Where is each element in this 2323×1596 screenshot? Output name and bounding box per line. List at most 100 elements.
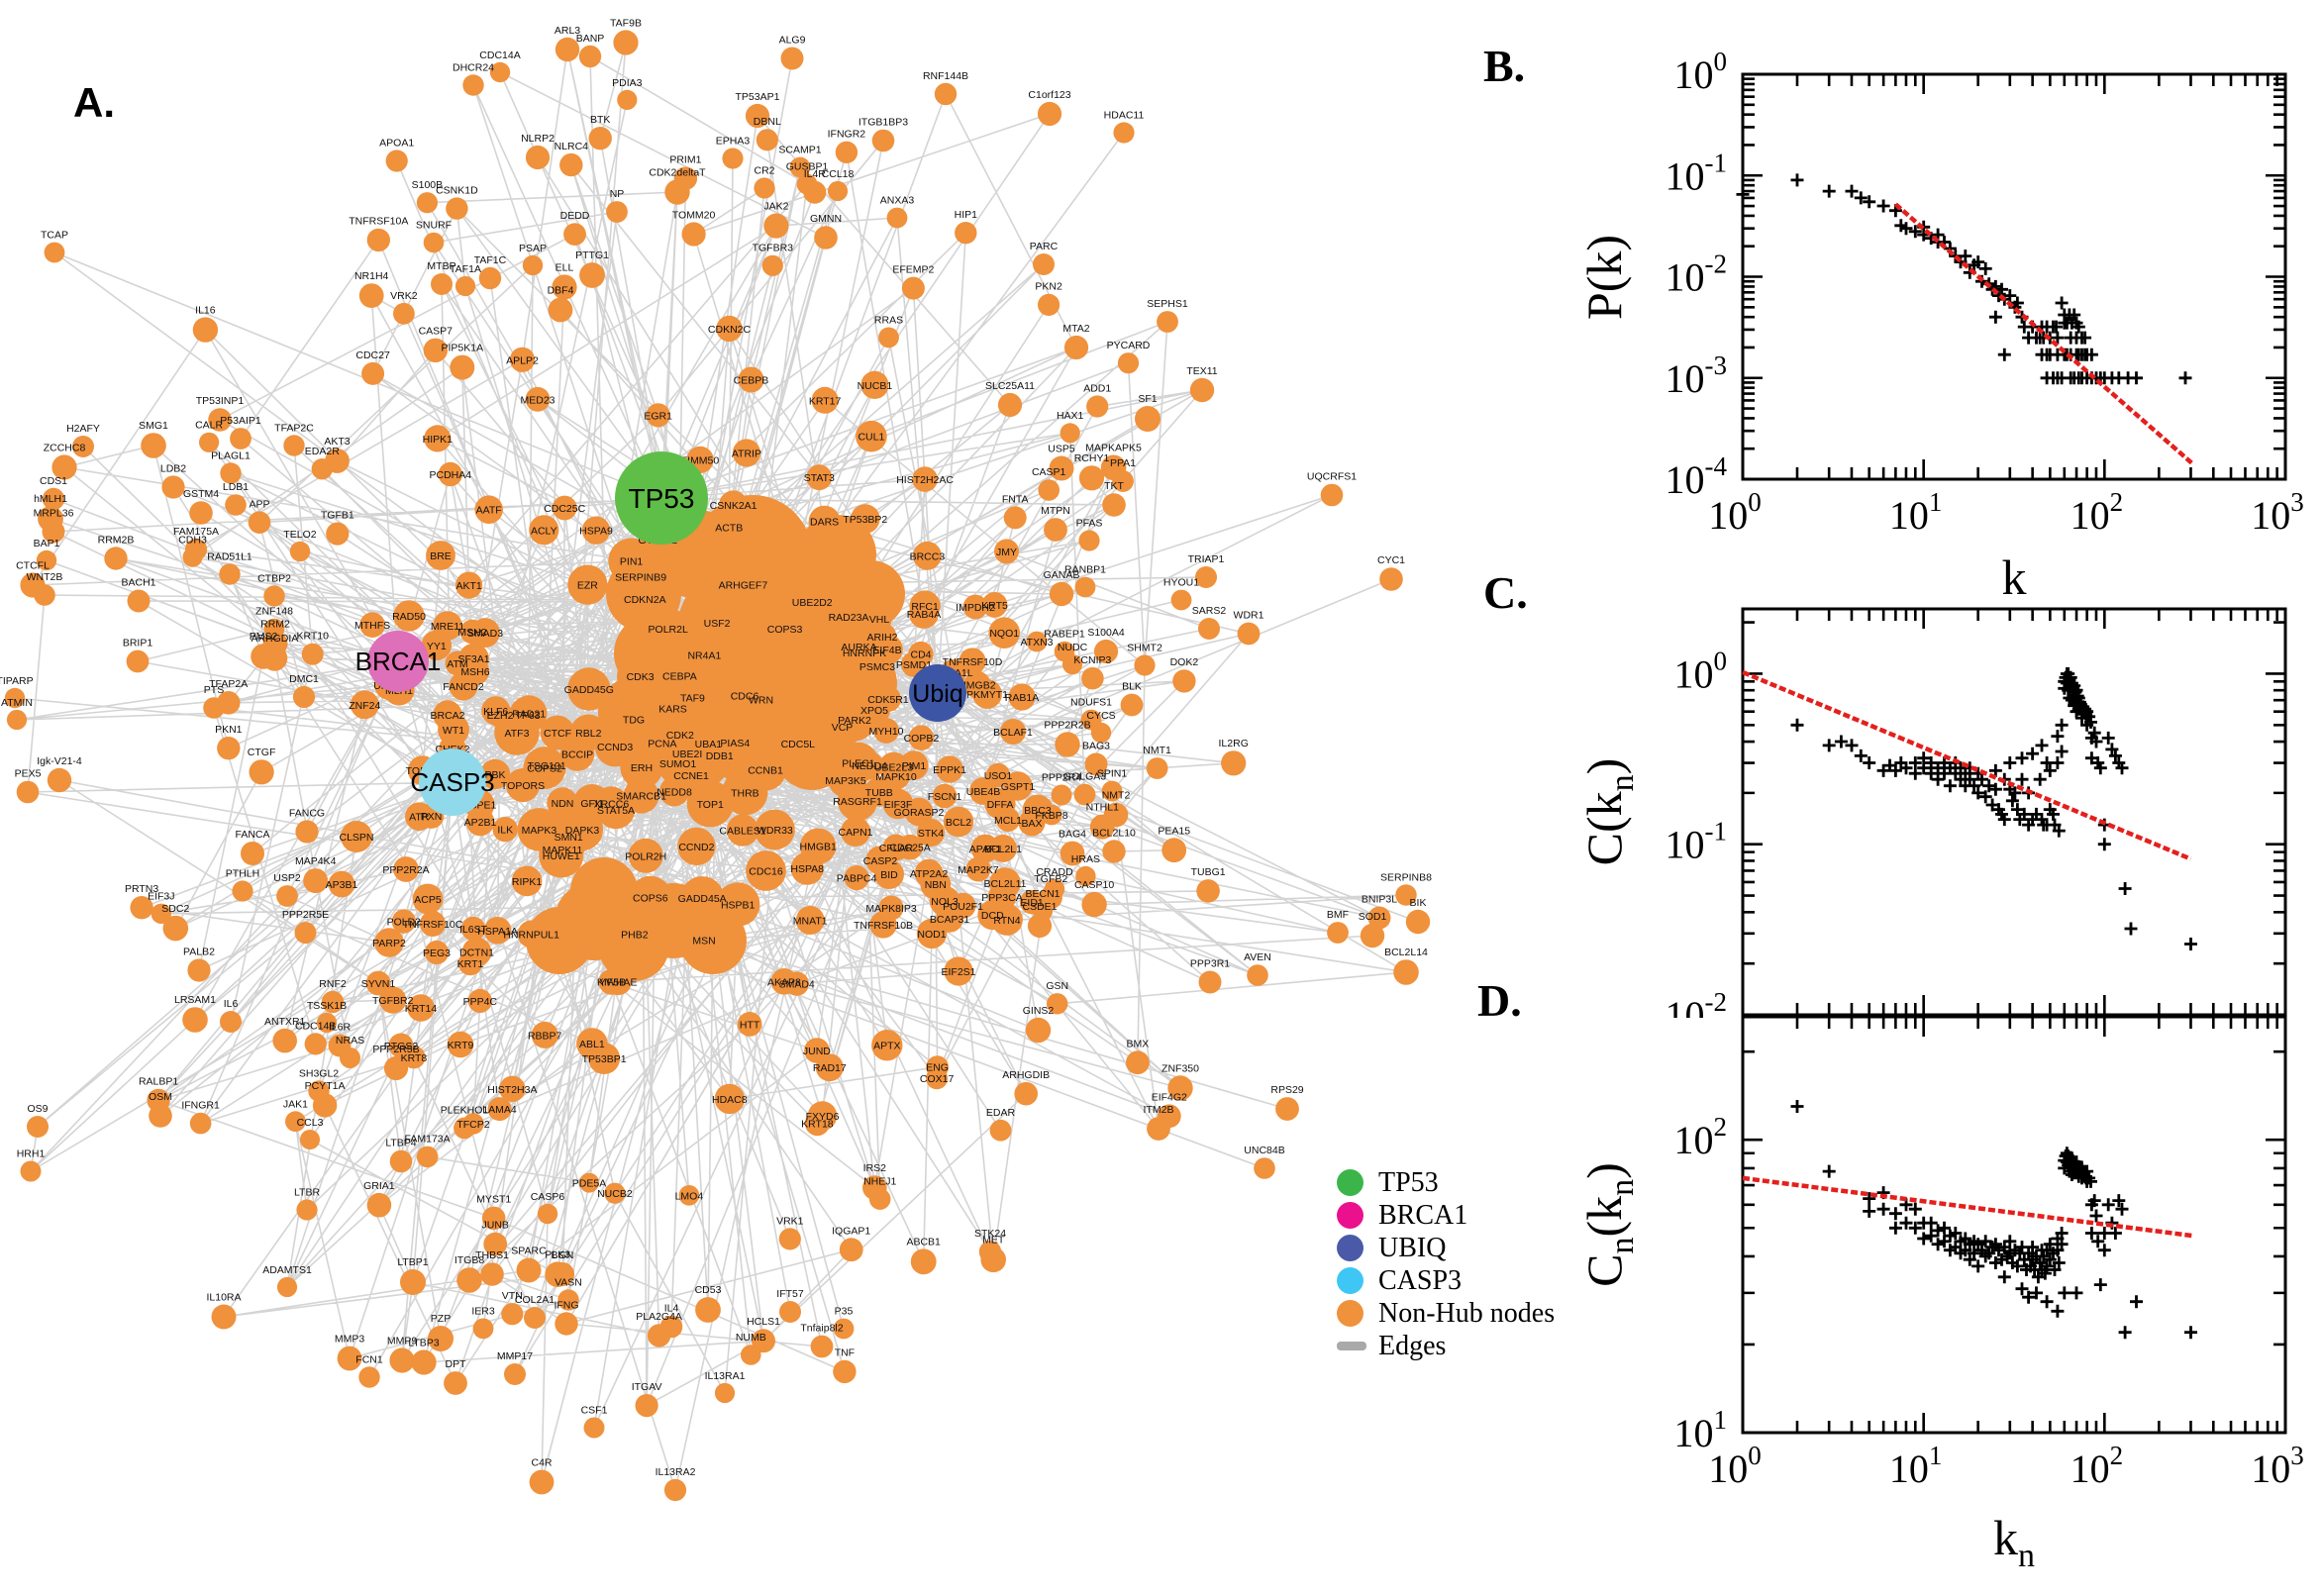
network-node bbox=[296, 1199, 318, 1221]
network-node-label: TOMM20 bbox=[672, 209, 716, 221]
legend-item-label: UBIQ bbox=[1378, 1232, 1447, 1263]
network-node bbox=[1033, 253, 1055, 275]
network-node bbox=[1237, 622, 1261, 646]
network-node-label: PBK bbox=[484, 769, 505, 781]
network-node-label: NBN bbox=[925, 879, 947, 891]
network-node bbox=[423, 338, 448, 362]
network-node-label: CDC16 bbox=[749, 866, 783, 878]
network-node-label: RFC1 bbox=[911, 601, 939, 613]
network-node-label: BAX bbox=[1021, 818, 1042, 830]
network-node bbox=[104, 547, 128, 570]
network-node bbox=[1135, 406, 1161, 432]
network-node bbox=[379, 986, 407, 1014]
network-node-label: IFNGR2 bbox=[828, 129, 866, 141]
network-node-label: TUBG1 bbox=[1191, 866, 1226, 878]
network-node bbox=[860, 370, 889, 399]
network-node bbox=[1147, 1117, 1170, 1141]
network-node bbox=[1189, 377, 1215, 403]
network-node-label: DOK2 bbox=[1170, 656, 1199, 668]
network-node-label: TAF9 bbox=[680, 692, 705, 704]
network-node-label: PKMYT1 bbox=[966, 689, 1008, 701]
network-node-label: USP2 bbox=[273, 872, 301, 884]
axis-tick-label: 103 bbox=[2251, 1441, 2304, 1491]
network-node-label: RBBP7 bbox=[528, 1030, 562, 1042]
network-node-label: TGFB1 bbox=[321, 510, 354, 522]
network-node bbox=[385, 150, 408, 172]
network-node-label: IL13RA2 bbox=[656, 1466, 696, 1478]
network-node bbox=[72, 436, 94, 457]
network-node-label: DBF4 bbox=[548, 285, 574, 297]
network-node bbox=[1038, 293, 1060, 316]
network-node bbox=[391, 909, 416, 934]
network-node-label: IRS2 bbox=[863, 1162, 887, 1174]
network-node-label: DHCR24 bbox=[453, 61, 494, 73]
network-node-label: CDH3 bbox=[178, 535, 207, 547]
network-node-label: BECN1 bbox=[1025, 888, 1060, 900]
network-node-label: KARS bbox=[658, 704, 687, 716]
network-node-label: RNF2 bbox=[319, 978, 347, 990]
network-node-label: MTPN bbox=[1041, 505, 1070, 517]
network-node bbox=[423, 232, 445, 253]
network-node bbox=[617, 89, 638, 110]
network-node-label: TSSK1B bbox=[307, 1000, 347, 1012]
network-node bbox=[628, 838, 663, 873]
axis-tick-label: 103 bbox=[2251, 487, 2304, 538]
network-node bbox=[808, 505, 841, 538]
network-node bbox=[695, 601, 739, 645]
network-node bbox=[1103, 802, 1129, 828]
network-node bbox=[509, 347, 536, 372]
network-node bbox=[550, 1261, 575, 1287]
network-node bbox=[752, 1329, 775, 1353]
axis-ticks bbox=[1741, 72, 2287, 481]
network-node-label: PPP3CA bbox=[981, 892, 1022, 904]
network-node bbox=[563, 223, 586, 247]
network-node bbox=[479, 758, 511, 790]
network-node-label: FXYD6 bbox=[806, 1111, 840, 1123]
network-node-label: CDKN2A bbox=[624, 594, 666, 606]
network-node bbox=[965, 856, 991, 882]
network-node bbox=[480, 1262, 504, 1286]
network-node-label: STAT3 bbox=[804, 472, 835, 484]
network-node-label: ZNF24 bbox=[349, 700, 380, 712]
network-node-label: MAP2K7 bbox=[958, 864, 999, 876]
network-node bbox=[407, 994, 435, 1022]
network-node bbox=[472, 1318, 494, 1340]
network-node-label: ATF3 bbox=[505, 728, 530, 740]
network-node-label: NEDD4 bbox=[852, 760, 887, 772]
network-node-label: TCAP bbox=[41, 230, 68, 242]
legend-node-swatch bbox=[1337, 1235, 1364, 1261]
network-node-label: ATP2A2 bbox=[910, 868, 948, 880]
axis-tick-label: 100 bbox=[1708, 487, 1762, 538]
network-node bbox=[34, 584, 55, 606]
network-node bbox=[248, 511, 271, 534]
network-node-label: VTN bbox=[502, 1290, 523, 1302]
network-node bbox=[984, 788, 1016, 820]
network-node bbox=[126, 649, 150, 673]
network-node-label: hMLH1 bbox=[34, 493, 67, 505]
network-node bbox=[272, 1028, 298, 1053]
network-node-label: WT1 bbox=[443, 725, 464, 737]
network-node-label: BCCIP bbox=[561, 749, 593, 761]
network-node-label: HSPA9 bbox=[579, 526, 613, 538]
network-node-label: MAPKAPK5 bbox=[1085, 443, 1142, 454]
network-node bbox=[955, 222, 977, 245]
axis-ticks bbox=[1741, 609, 2287, 1017]
network-node bbox=[42, 520, 65, 544]
network-node-label: TAF1C bbox=[474, 254, 507, 266]
network-node-label: HSPA1A bbox=[477, 926, 518, 938]
network-node-label: PIN1 bbox=[620, 556, 644, 568]
network-node bbox=[420, 911, 446, 937]
network-node bbox=[1073, 783, 1096, 806]
network-node-label: CASP1 bbox=[1032, 466, 1066, 478]
network-node bbox=[780, 47, 804, 70]
network-node-label: WDR33 bbox=[757, 825, 793, 837]
hub-node-tp53 bbox=[615, 451, 708, 545]
network-node bbox=[462, 74, 484, 96]
hub-node-label: Ubiq bbox=[912, 680, 962, 708]
network-node-label: EZR bbox=[577, 580, 598, 592]
network-node-label: ZNF148 bbox=[255, 606, 293, 618]
network-node-label: PCYT1A bbox=[305, 1080, 346, 1092]
network-node-label: AURKA bbox=[841, 642, 876, 653]
network-node-label: KRT10 bbox=[296, 631, 329, 643]
network-node-label: GUSBP1 bbox=[786, 161, 829, 173]
